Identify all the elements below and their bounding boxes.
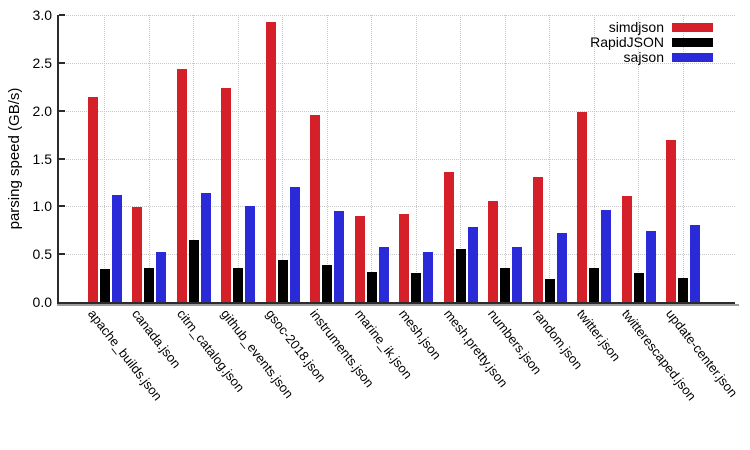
bar-sajson-marine_ik.json [378,246,389,302]
bar-simdjson-mesh.pretty.json [443,171,454,302]
x-gridline [549,15,550,302]
bar-RapidJSON-canada.json [144,267,154,302]
x-gridline [148,15,150,302]
x-gridline [371,15,372,302]
y-gridline [59,254,735,256]
y-gridline [59,15,735,16]
bar-RapidJSON-citm_catalog.json [188,239,199,302]
x-tick-label-twitter.json: twitter.json [573,306,624,365]
y-gridline [59,110,735,112]
legend-label-simdjson: simdjson [608,19,664,35]
bar-simdjson-numbers.json [488,200,498,302]
y-tick-label: 1.0 [32,198,52,215]
bar-RapidJSON-mesh.json [411,273,421,302]
bar-RapidJSON-numbers.json [500,267,510,302]
bar-RapidJSON-instruments.json [322,264,332,302]
legend-item-simdjson: simdjson [590,20,713,35]
bar-simdjson-twitterescaped.json [621,195,632,302]
bar-simdjson-apache_builds.json [87,97,98,302]
y-gridline [59,158,735,160]
y-tick-mark [59,109,65,112]
y-tick-mark [59,205,65,208]
x-gridline [415,15,417,302]
bar-simdjson-update-center.json [666,140,676,302]
x-gridline [282,15,283,302]
bar-sajson-twitter.json [601,210,611,302]
y-tick-label: 3.0 [32,7,52,23]
y-tick-mark [59,14,65,16]
bar-sajson-apache_builds.json [111,194,122,302]
bar-sajson-canada.json [156,252,166,302]
bar-RapidJSON-update-center.json [678,278,688,302]
x-gridline [193,15,194,302]
y-tick-mark [59,253,65,256]
legend-label-RapidJSON: RapidJSON [590,34,664,50]
bar-RapidJSON-twitter.json [589,267,599,302]
bar-simdjson-citm_catalog.json [176,68,187,302]
y-tick-label: 0.5 [32,246,52,263]
bar-sajson-random.json [556,233,567,302]
x-gridline [326,15,328,302]
legend-item-RapidJSON: RapidJSON [590,35,713,50]
bar-RapidJSON-mesh.pretty.json [455,249,466,302]
bar-simdjson-twitter.json [577,111,587,302]
x-gridline [682,15,684,302]
bar-sajson-mesh.json [423,252,433,302]
x-gridline [504,15,506,302]
bar-sajson-numbers.json [512,247,522,302]
bar-RapidJSON-gsoc-2018.json [277,259,288,302]
legend-label-sajson: sajson [623,49,664,65]
bar-sajson-mesh.pretty.json [467,227,478,302]
plot-area [57,14,739,306]
bar-sajson-update-center.json [690,225,700,302]
bar-RapidJSON-random.json [544,279,555,302]
x-gridline [460,15,461,302]
legend: simdjson RapidJSON sajson [590,20,713,65]
legend-swatch-simdjson [672,23,713,32]
bar-sajson-twitterescaped.json [645,231,656,302]
bar-sajson-instruments.json [334,211,344,302]
bar-sajson-citm_catalog.json [200,192,211,302]
y-tick-mark [59,61,65,64]
bar-simdjson-canada.json [132,207,142,302]
bar-RapidJSON-github_events.json [233,267,243,302]
bar-RapidJSON-marine_ik.json [366,272,377,302]
legend-swatch-sajson [672,53,713,62]
y-gridline [59,62,735,64]
bar-RapidJSON-apache_builds.json [99,269,110,302]
x-gridline [237,15,239,302]
y-tick-label: 2.0 [32,102,52,119]
y-tick-mark [59,157,65,160]
y-tick-label: 1.5 [32,150,52,167]
bar-simdjson-instruments.json [310,115,320,302]
bar-simdjson-gsoc-2018.json [265,21,276,302]
y-tick-label: 0.0 [32,294,52,310]
bar-sajson-gsoc-2018.json [289,187,300,302]
y-tick-label: 2.5 [32,54,52,71]
bar-simdjson-github_events.json [221,87,231,302]
bar-simdjson-random.json [532,176,543,302]
y-gridline [59,206,735,208]
legend-item-sajson: sajson [590,50,713,65]
x-gridline [593,15,595,302]
x-axis-shadow [57,304,739,306]
bar-simdjson-marine_ik.json [354,215,365,302]
x-gridline [104,15,105,302]
bar-sajson-github_events.json [245,206,255,302]
legend-swatch-RapidJSON [672,38,713,47]
x-gridline [638,15,639,302]
bar-RapidJSON-twitterescaped.json [633,273,644,302]
x-tick-label-mesh.json: mesh.json [395,306,445,363]
bar-simdjson-mesh.json [399,214,409,302]
